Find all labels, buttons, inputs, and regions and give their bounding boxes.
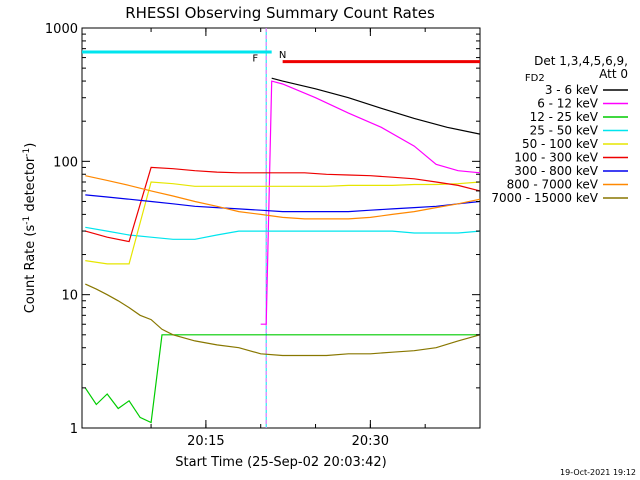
series-line-4 xyxy=(85,181,481,265)
y-axis-label-sup1: -1 xyxy=(22,216,32,225)
series-line-1 xyxy=(260,80,481,325)
series-line-6 xyxy=(85,194,481,213)
series-line-7 xyxy=(85,175,481,220)
legend-entry-6: 300 - 800 keV xyxy=(514,164,598,178)
flag-bars: NFFD1FD2S xyxy=(82,50,545,84)
legend-entry-1: 6 - 12 keV xyxy=(537,97,599,111)
x-axis-label: Start Time (25-Sep-02 20:03:42) xyxy=(175,455,386,470)
y-axis-label-main: Count Rate (s xyxy=(23,225,38,314)
y-tick-label-0: 1 xyxy=(70,422,78,437)
legend-header-attenuator: Att 0 xyxy=(599,67,628,81)
legend-entry-8: 7000 - 15000 keV xyxy=(491,191,598,205)
legend-entry-7: 800 - 7000 keV xyxy=(507,178,599,192)
chart-title: RHESSI Observing Summary Count Rates xyxy=(125,4,435,22)
flag-label-FD2: FD2 xyxy=(525,73,545,84)
legend-entry-5: 100 - 300 keV xyxy=(514,151,598,165)
y-axis-label-mid: detector xyxy=(23,156,38,216)
series-line-5 xyxy=(85,166,481,243)
legend-entry-0: 3 - 6 keV xyxy=(545,83,599,97)
legend-entry-4: 50 - 100 keV xyxy=(522,137,599,151)
x-tick-label-1: 20:30 xyxy=(352,434,389,449)
series-lines xyxy=(84,77,481,424)
y-axis-ticks: 1 10 100 1000 xyxy=(45,22,480,437)
x-axis-ticks: 20:15 20:30 xyxy=(150,28,481,449)
y-tick-label-1: 10 xyxy=(61,289,78,304)
series-line-0 xyxy=(271,77,481,135)
y-axis-label-sup2: -1 xyxy=(22,148,32,157)
y-tick-label-2: 100 xyxy=(53,155,78,170)
y-tick-label-3: 1000 xyxy=(45,22,78,37)
legend-entry-2: 12 - 25 keV xyxy=(530,110,599,124)
x-tick-label-0: 20:15 xyxy=(187,434,224,449)
series-line-8 xyxy=(85,283,481,357)
series-line-2 xyxy=(84,334,480,424)
legend-header-detectors: Det 1,3,4,5,6,9, xyxy=(534,54,628,68)
y-axis-label: Count Rate (s-1 detector-1) xyxy=(22,143,38,314)
legend-entry-3: 25 - 50 keV xyxy=(530,124,599,138)
generation-timestamp: 19-Oct-2021 19:12 xyxy=(560,468,636,477)
series-line-3 xyxy=(85,226,481,240)
flag-label-N: N xyxy=(279,50,286,61)
y-axis-label-end: ) xyxy=(23,143,38,148)
flag-label-F: F xyxy=(252,54,258,65)
plot-frame xyxy=(81,27,481,429)
